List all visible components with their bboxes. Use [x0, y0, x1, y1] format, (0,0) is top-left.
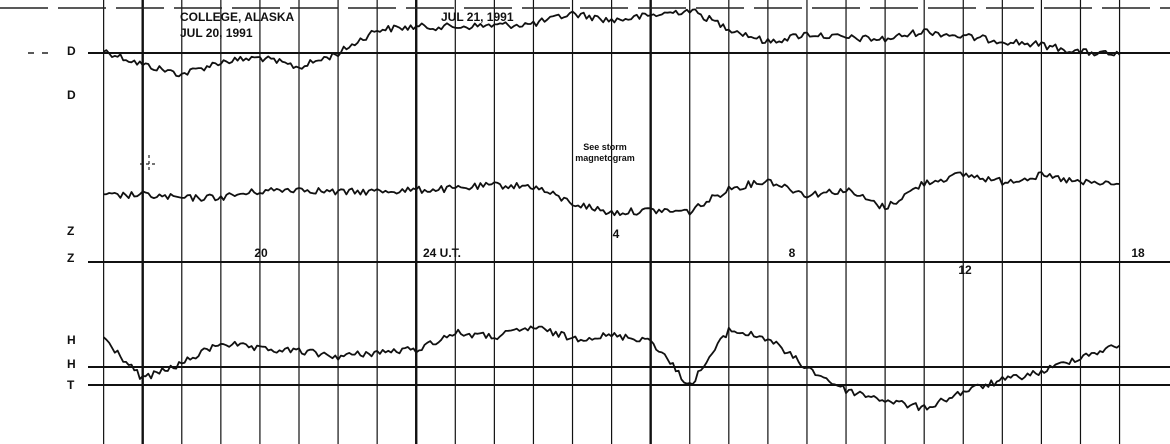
- baseline-label: T: [67, 378, 75, 392]
- trace-d: [103, 8, 1121, 78]
- baseline-label: Z: [67, 224, 74, 238]
- baseline-label: H: [67, 357, 76, 371]
- baseline-label: H: [67, 333, 76, 347]
- hour-gridlines: [103, 0, 1121, 444]
- annotation-line: magnetogram: [575, 153, 635, 163]
- baseline-label: Z: [67, 251, 74, 265]
- traces: [102, 8, 1121, 412]
- trace-h: [102, 325, 1121, 412]
- time-tick-label: 20: [254, 246, 268, 260]
- annotation-line: See storm: [583, 142, 627, 152]
- trace-z: [103, 171, 1120, 217]
- baseline-label: D: [67, 44, 76, 58]
- second-date: JUL 21, 1991: [441, 10, 514, 24]
- station-name: COLLEGE, ALASKA: [180, 10, 295, 24]
- time-tick-label: 24 U.T.: [423, 246, 461, 260]
- station-date: JUL 20, 1991: [180, 26, 253, 40]
- time-tick-label: 8: [789, 246, 796, 260]
- time-tick-label: 18: [1131, 246, 1145, 260]
- time-tick-label: 12: [958, 263, 972, 277]
- baseline-label: D: [67, 88, 76, 102]
- time-tick-label: 4: [613, 227, 620, 241]
